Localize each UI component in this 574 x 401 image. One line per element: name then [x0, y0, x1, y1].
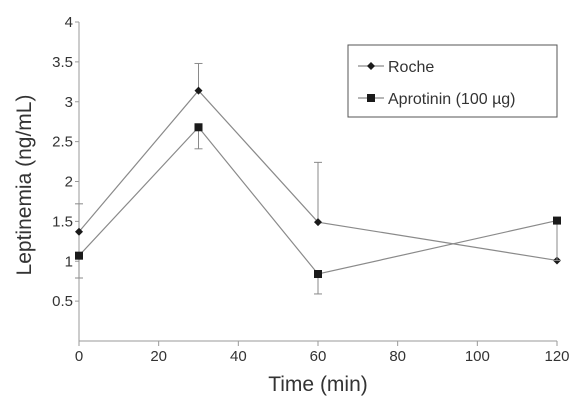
- y-tick-label: 3.5: [52, 54, 73, 71]
- data-point: [314, 270, 322, 279]
- data-point: [194, 86, 203, 95]
- x-tick-label: 100: [465, 348, 490, 365]
- x-tick-label: 0: [75, 348, 83, 365]
- legend-marker-roche: [367, 62, 375, 70]
- legend-label-roche: Roche: [388, 59, 434, 76]
- legend-marker-aprotinin: [367, 94, 375, 102]
- y-tick-label: 1: [65, 253, 73, 270]
- x-tick-label: 80: [389, 348, 406, 365]
- y-tick-label: 2: [65, 174, 73, 191]
- y-tick-label: 4: [65, 14, 73, 31]
- legend-label-aprotinin: Aprotinin (100 µg): [388, 91, 516, 108]
- legend: Roche Aprotinin (100 µg): [347, 44, 558, 118]
- legend-box: [347, 44, 558, 118]
- y-tick-label: 0.5: [52, 293, 73, 310]
- y-tick-label: 1.5: [52, 213, 73, 230]
- x-axis-title: Time (min): [268, 373, 368, 396]
- y-tick-label: 2.5: [52, 134, 73, 151]
- data-point: [75, 251, 83, 260]
- x-tick-label: 60: [310, 348, 327, 365]
- data-point: [75, 227, 83, 236]
- x-tick-label: 120: [544, 348, 569, 365]
- x-tick-label: 40: [230, 348, 247, 365]
- data-point: [314, 218, 322, 227]
- plot-area: [75, 62, 561, 295]
- data-point: [194, 123, 203, 132]
- x-tick-label: 20: [150, 348, 167, 365]
- series-line: [78, 89, 558, 262]
- y-ticks: 0.5 1 1.5 2 2.5 3 3.5 4: [52, 14, 79, 310]
- x-ticks: 0 20 40 60 80 100 120: [75, 341, 570, 365]
- series-aprotinin: [75, 123, 561, 295]
- y-tick-label: 3: [65, 94, 73, 111]
- data-point: [553, 216, 561, 225]
- y-axis-title: Leptinemia (ng/mL): [13, 95, 36, 276]
- series-line: [78, 126, 558, 275]
